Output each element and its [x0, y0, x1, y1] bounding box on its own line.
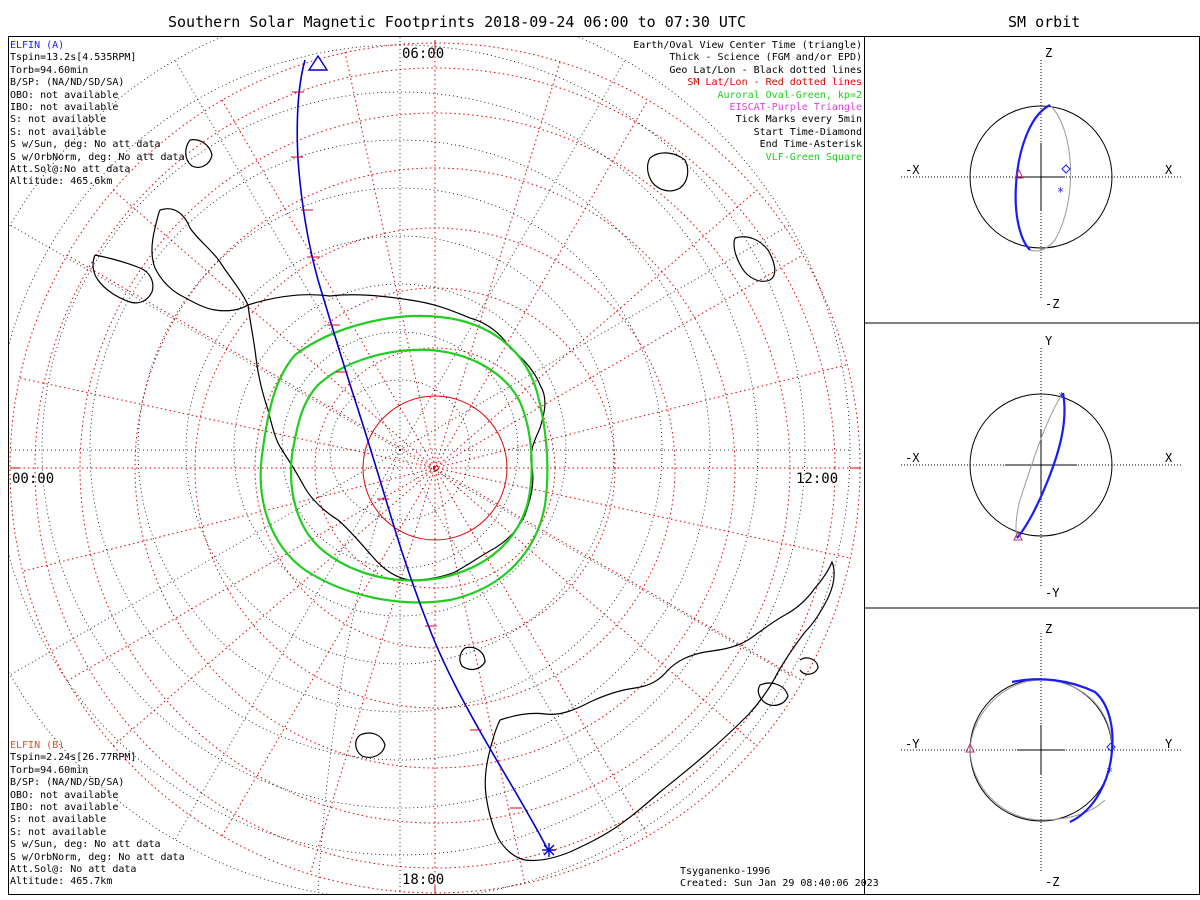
- elfin-b-line: Altitude: 465.7km: [10, 876, 113, 888]
- legend-entry: Auroral Oval-Green, kp=2: [717, 89, 863, 101]
- legend-entry: VLF-Green Square: [765, 151, 862, 163]
- credits: Tsyganenko-1996 Created: Sun Jan 29 08:4…: [680, 866, 879, 891]
- elfin-a-line: IBO: not available: [10, 101, 119, 113]
- elfin-b-line: OBO: not available: [10, 789, 119, 801]
- legend-entry: EISCAT-Purple Triangle: [729, 101, 862, 113]
- created-label: Created: Sun Jan 29 08:40:06 2023: [680, 878, 879, 890]
- elfin-b-line: B/SP: (NA/ND/SD/SA): [10, 777, 125, 789]
- elfin-a-line: Altitude: 465.6km: [10, 176, 113, 188]
- elfin-b-line: ELFIN (B): [10, 740, 65, 751]
- legend: Earth/Oval View Center Time (triangle) Th…: [633, 40, 862, 164]
- legend-entry: End Time-Asterisk: [759, 139, 862, 151]
- elfin-a-line: S w/Sun, deg: No att data: [10, 139, 161, 151]
- elfin-a-line: S: not available: [10, 114, 107, 126]
- elfin-b-line: IBO: not available: [10, 801, 119, 813]
- elfin-b-line: Tspin=2.24s[26.77RPM]: [10, 752, 137, 764]
- elfin-a-line: OBO: not available: [10, 89, 119, 101]
- elfin-a-line: S w/OrbNorm, deg: No att data: [10, 151, 185, 163]
- elfin-a-line: S: not available: [10, 126, 107, 138]
- legend-entry: Geo Lat/Lon - Black dotted lines: [669, 64, 862, 76]
- elfin-a-line: ELFIN (A): [10, 40, 65, 51]
- legend-entry: Thick - Science (FGM and/or EPD): [669, 52, 862, 64]
- elfin-a-line: Torb=94.60min: [10, 64, 89, 76]
- legend-entry: Tick Marks every 5min: [735, 114, 862, 126]
- elfin-b-line: S w/OrbNorm, deg: No att data: [10, 851, 185, 863]
- legend-entry: SM Lat/Lon - Red dotted lines: [687, 77, 862, 89]
- orbit-frame: [864, 36, 1200, 895]
- elfin-b-line: S w/Sun, deg: No att data: [10, 839, 161, 851]
- orbit-title: SM orbit: [1008, 13, 1081, 31]
- main-title: Southern Solar Magnetic Footprints 2018-…: [168, 13, 746, 31]
- model-label: Tsyganenko-1996: [680, 866, 771, 877]
- elfin-b-info: ELFIN (B) Tspin=2.24s[26.77RPM] Torb=94.60…: [10, 740, 185, 889]
- legend-entry: Start Time-Diamond: [753, 126, 862, 138]
- elfin-a-line: Tspin=13.2s[4.535RPM]: [10, 52, 137, 64]
- elfin-b-line: Torb=94.60min: [10, 764, 89, 776]
- elfin-b-line: Att.Sol@: No att data: [10, 863, 137, 875]
- elfin-b-line: S: not available: [10, 814, 107, 826]
- elfin-b-line: S: not available: [10, 826, 107, 838]
- elfin-a-line: Att.Sol@:No att data: [10, 163, 131, 175]
- elfin-a-line: B/SP: (NA/ND/SD/SA): [10, 77, 125, 89]
- elfin-a-info: ELFIN (A) Tspin=13.2s[4.535RPM] Torb=94.60…: [10, 40, 185, 189]
- legend-entry: Earth/Oval View Center Time (triangle): [633, 40, 862, 51]
